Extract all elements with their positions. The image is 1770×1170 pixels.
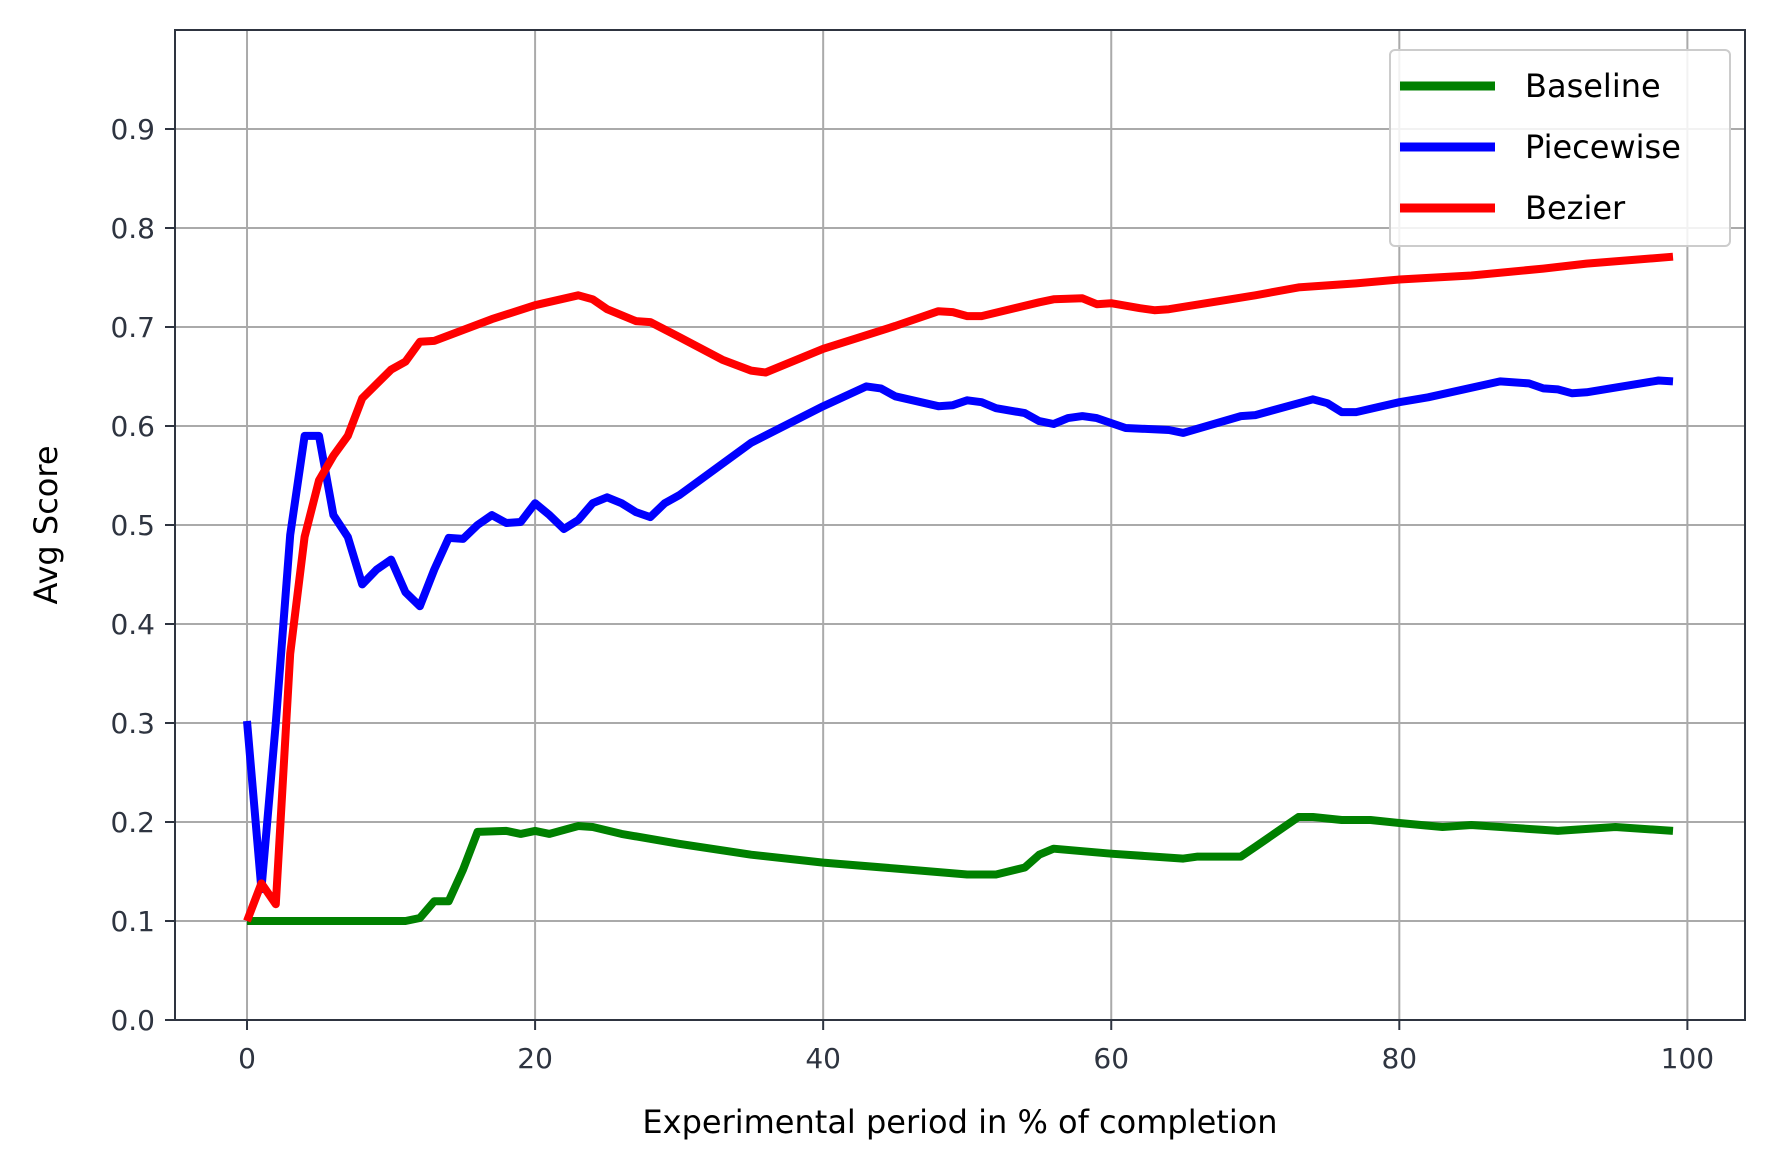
x-tick-label: 40 [805, 1042, 841, 1075]
y-tick-label: 0.9 [110, 113, 155, 146]
x-tick-label: 60 [1093, 1042, 1129, 1075]
x-tick-label: 100 [1661, 1042, 1714, 1075]
x-tick-label: 0 [238, 1042, 256, 1075]
x-tick-label: 80 [1381, 1042, 1417, 1075]
legend-label: Bezier [1525, 189, 1626, 227]
grid-lines [175, 30, 1745, 1021]
legend-label: Baseline [1525, 67, 1661, 105]
y-tick-label: 0.6 [110, 410, 155, 443]
y-tick-label: 0.4 [110, 608, 155, 641]
y-tick-label: 0.1 [110, 905, 155, 938]
series-line-baseline [247, 813, 1674, 925]
y-tick-label: 0.2 [110, 806, 155, 839]
y-tick-label: 0.0 [110, 1004, 155, 1037]
y-axis-label: Avg Score [27, 445, 65, 604]
axis-ticks: 0 20 40 60 80 100 0.0 0.1 0.2 0.3 0.4 0.5 0.6 0.7 0.8 0… [110, 113, 1714, 1075]
y-tick-label: 0.3 [110, 707, 155, 740]
y-tick-label: 0.5 [110, 509, 155, 542]
x-axis-label: Experimental period in % of completion [642, 1103, 1277, 1141]
legend-box [1389, 49, 1731, 247]
x-tick-label: 20 [517, 1042, 553, 1075]
series-layer [243, 252, 1674, 925]
y-tick-label: 0.7 [110, 311, 155, 344]
legend: Baseline Piecewise Bezier [1389, 49, 1731, 247]
y-tick-label: 0.8 [110, 212, 155, 245]
legend-label: Piecewise [1525, 128, 1681, 166]
series-line-bezier [243, 252, 1674, 923]
series-line-piecewise [243, 376, 1674, 894]
